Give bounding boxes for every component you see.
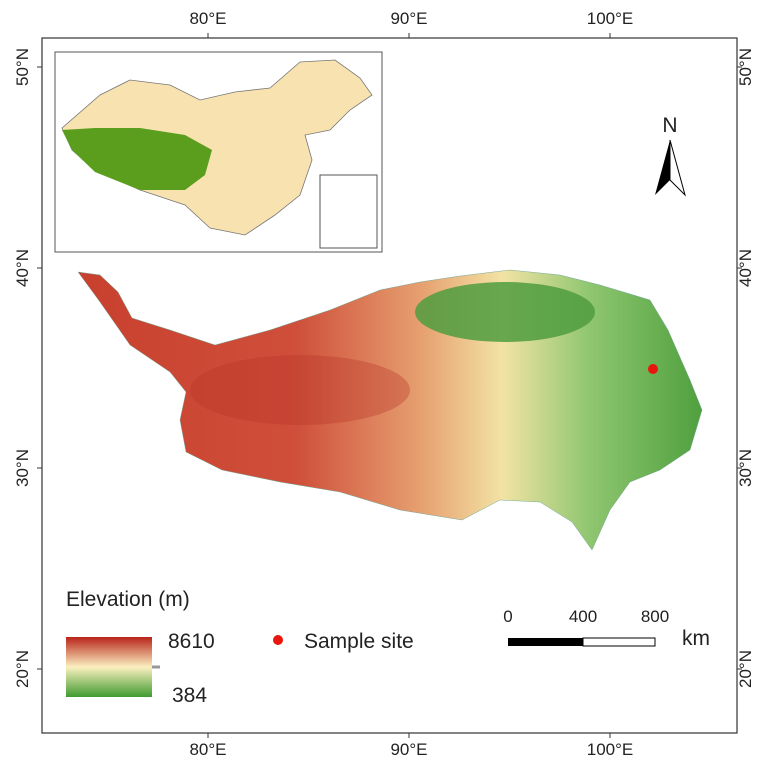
left-lat-label: 50°N <box>13 48 32 86</box>
legend-min: 384 <box>172 684 207 707</box>
scale-bar-black <box>508 638 583 646</box>
right-lat-label: 40°N <box>736 249 755 287</box>
scale-label: 800 <box>641 607 669 626</box>
map-figure: N Elevation (m) 8610 384 Sample site km … <box>0 0 771 762</box>
bottom-lon-label: 100°E <box>587 740 634 759</box>
top-lon-label: 100°E <box>587 9 634 28</box>
scale-label: 400 <box>569 607 597 626</box>
bottom-lon-label: 80°E <box>189 740 226 759</box>
legend-max: 8610 <box>168 630 215 653</box>
qaidam-basin <box>415 282 595 342</box>
scale-bar-white <box>583 638 655 646</box>
legend-site-symbol <box>273 635 283 645</box>
legend-title: Elevation (m) <box>66 588 190 611</box>
legend-site-label: Sample site <box>304 630 414 653</box>
top-lon-label: 90°E <box>390 9 427 28</box>
left-lat-label: 30°N <box>13 449 32 487</box>
bottom-lon-label: 90°E <box>390 740 427 759</box>
right-lat-label: 50°N <box>736 48 755 86</box>
high-elevation-zone <box>190 355 410 425</box>
right-lat-label: 20°N <box>736 650 755 688</box>
left-lat-label: 40°N <box>13 249 32 287</box>
top-lon-label: 80°E <box>189 9 226 28</box>
left-lat-label: 20°N <box>13 650 32 688</box>
scale-label: 0 <box>503 607 512 626</box>
north-label: N <box>662 114 677 137</box>
inset-map <box>55 52 382 252</box>
right-lat-label: 30°N <box>736 449 755 487</box>
legend-ramp <box>66 637 152 697</box>
sample-site <box>648 364 658 374</box>
scale-unit: km <box>682 627 710 650</box>
